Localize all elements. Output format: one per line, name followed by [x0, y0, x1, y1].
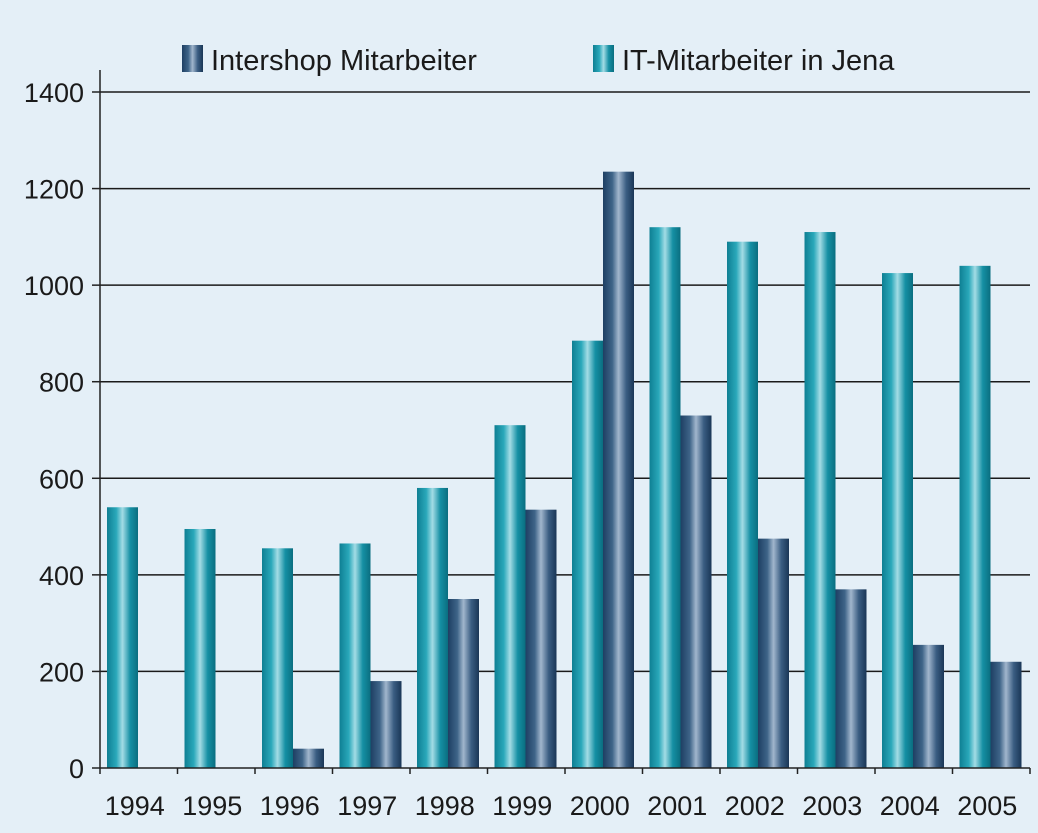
- x-tick-labels: 1994 1995 1996 1997 1998 1999 2000 2001 2002 2003…: [105, 791, 1018, 821]
- legend-label-intershop: Intershop Mitarbeiter: [211, 45, 477, 77]
- x-tick-label-2002: 2002: [725, 791, 785, 821]
- bar-it-jena-2003: [804, 232, 836, 768]
- bar-intershop-2001: [680, 415, 712, 768]
- y-tick-label-400: 400: [39, 561, 84, 591]
- y-tick-label-600: 600: [39, 464, 84, 494]
- bar-it-jena-1996: [262, 548, 293, 768]
- x-tick-label-2005: 2005: [957, 791, 1017, 821]
- x-tick-label-1994: 1994: [105, 791, 165, 821]
- y-tick-label-800: 800: [39, 368, 84, 398]
- bar-intershop-2000: [603, 171, 634, 768]
- bar-it-jena-2002: [727, 241, 758, 768]
- y-tick-label-0: 0: [69, 754, 84, 784]
- bar-intershop-1999: [525, 509, 557, 768]
- bars: [107, 171, 1022, 768]
- bar-intershop-2002: [758, 538, 789, 768]
- bar-it-jena-2001: [649, 227, 681, 768]
- bar-intershop-1998: [448, 599, 479, 768]
- legend-swatch-it-jena: [593, 45, 614, 72]
- x-tick-label-1996: 1996: [260, 791, 320, 821]
- bar-intershop-1997: [370, 681, 402, 768]
- y-tick-label-200: 200: [39, 657, 84, 687]
- bar-it-jena-1994: [107, 507, 138, 768]
- x-tick-label-1995: 1995: [182, 791, 242, 821]
- x-tick-label-2001: 2001: [647, 791, 707, 821]
- y-tick-label-1400: 1400: [24, 78, 84, 108]
- legend-swatch-intershop: [182, 45, 203, 72]
- y-tick-labels: 0 200 400 600 800 1000 1200 1400: [24, 78, 84, 784]
- axes: [92, 70, 1031, 774]
- bar-it-jena-2005: [959, 265, 991, 768]
- y-tick-label-1000: 1000: [24, 271, 84, 301]
- legend: Intershop Mitarbeiter IT-Mitarbeiter in J…: [182, 45, 895, 77]
- bar-intershop-2005: [990, 661, 1022, 768]
- bar-intershop-2003: [835, 589, 867, 768]
- x-tick-label-2000: 2000: [570, 791, 630, 821]
- x-tick-label-1999: 1999: [492, 791, 552, 821]
- bar-it-jena-2004: [882, 273, 913, 768]
- y-tick-label-1200: 1200: [24, 175, 84, 205]
- bar-it-jena-2000: [572, 340, 603, 768]
- x-tick-label-1997: 1997: [337, 791, 397, 821]
- bar-intershop-2004: [913, 644, 944, 768]
- bar-intershop-1996: [293, 748, 324, 768]
- legend-label-it-jena: IT-Mitarbeiter in Jena: [622, 45, 895, 77]
- bar-it-jena-1998: [417, 487, 448, 768]
- x-tick-label-2004: 2004: [880, 791, 940, 821]
- x-tick-label-1998: 1998: [415, 791, 475, 821]
- x-tick-label-2003: 2003: [802, 791, 862, 821]
- bar-it-jena-1999: [494, 425, 526, 768]
- gridlines: [100, 91, 1030, 673]
- bar-it-jena-1997: [339, 543, 371, 768]
- bar-it-jena-1995: [184, 528, 216, 768]
